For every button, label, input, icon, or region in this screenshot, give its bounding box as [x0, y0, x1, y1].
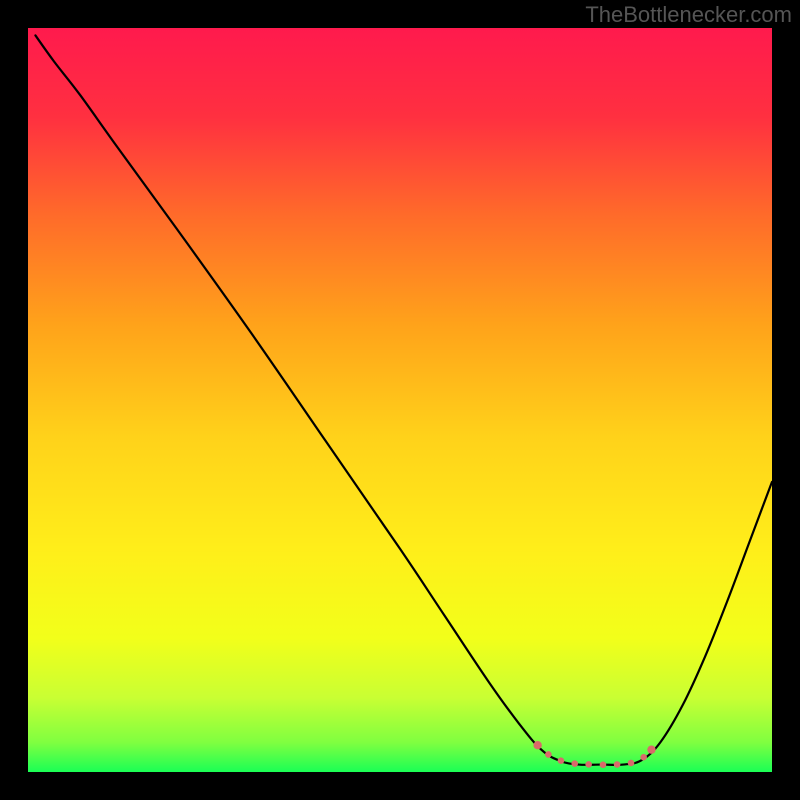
chart-svg	[0, 0, 800, 800]
bottleneck-chart: TheBottlenecker.com	[0, 0, 800, 800]
highlight-start-dot	[533, 741, 541, 749]
watermark-label: TheBottlenecker.com	[585, 2, 792, 28]
highlight-end-dot	[647, 745, 655, 753]
